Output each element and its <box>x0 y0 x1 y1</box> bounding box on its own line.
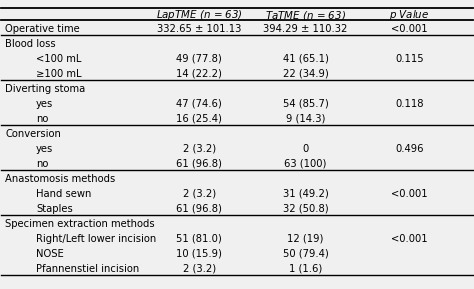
Text: 22 (34.9): 22 (34.9) <box>283 69 328 79</box>
Text: 2 (3.2): 2 (3.2) <box>182 144 216 154</box>
Text: Diverting stoma: Diverting stoma <box>5 84 86 94</box>
Text: 0.496: 0.496 <box>395 144 424 154</box>
Text: 61 (96.8): 61 (96.8) <box>176 204 222 214</box>
Text: 332.65 ± 101.13: 332.65 ± 101.13 <box>157 24 241 34</box>
Text: 10 (15.9): 10 (15.9) <box>176 249 222 259</box>
Text: <0.001: <0.001 <box>391 189 428 199</box>
Text: 2 (3.2): 2 (3.2) <box>182 189 216 199</box>
Text: Operative time: Operative time <box>5 24 80 34</box>
Text: yes: yes <box>36 99 54 109</box>
Text: Pfannenstiel incision: Pfannenstiel incision <box>36 264 139 274</box>
Text: Hand sewn: Hand sewn <box>36 189 91 199</box>
Text: 2 (3.2): 2 (3.2) <box>182 264 216 274</box>
Text: 0.115: 0.115 <box>395 54 424 64</box>
Text: 16 (25.4): 16 (25.4) <box>176 114 222 124</box>
Text: yes: yes <box>36 144 54 154</box>
Text: 32 (50.8): 32 (50.8) <box>283 204 328 214</box>
Text: 63 (100): 63 (100) <box>284 159 327 169</box>
Text: Specimen extraction methods: Specimen extraction methods <box>5 219 155 229</box>
Text: Staples: Staples <box>36 204 73 214</box>
Text: 61 (96.8): 61 (96.8) <box>176 159 222 169</box>
Text: 0: 0 <box>302 144 309 154</box>
Text: ≥100 mL: ≥100 mL <box>36 69 82 79</box>
Text: no: no <box>36 159 48 169</box>
Text: 49 (77.8): 49 (77.8) <box>176 54 222 64</box>
Text: <100 mL: <100 mL <box>36 54 82 64</box>
Text: $p$ Value: $p$ Value <box>389 8 429 22</box>
Text: Conversion: Conversion <box>5 129 61 139</box>
Text: 394.29 ± 110.32: 394.29 ± 110.32 <box>264 24 348 34</box>
Text: 41 (65.1): 41 (65.1) <box>283 54 328 64</box>
Text: TaTME ($n$ = 63): TaTME ($n$ = 63) <box>265 9 346 22</box>
Text: <0.001: <0.001 <box>391 234 428 244</box>
Text: 31 (49.2): 31 (49.2) <box>283 189 328 199</box>
Text: 47 (74.6): 47 (74.6) <box>176 99 222 109</box>
Text: Anastomosis methods: Anastomosis methods <box>5 174 116 184</box>
Text: Right/Left lower incision: Right/Left lower incision <box>36 234 156 244</box>
Text: no: no <box>36 114 48 124</box>
Text: 9 (14.3): 9 (14.3) <box>286 114 325 124</box>
Text: NOSE: NOSE <box>36 249 64 259</box>
Text: <0.001: <0.001 <box>391 24 428 34</box>
Text: 0.118: 0.118 <box>395 99 424 109</box>
Text: 12 (19): 12 (19) <box>287 234 324 244</box>
Text: 1 (1.6): 1 (1.6) <box>289 264 322 274</box>
Text: 14 (22.2): 14 (22.2) <box>176 69 222 79</box>
Text: 51 (81.0): 51 (81.0) <box>176 234 222 244</box>
Text: Blood loss: Blood loss <box>5 39 56 49</box>
Text: 50 (79.4): 50 (79.4) <box>283 249 328 259</box>
Text: 54 (85.7): 54 (85.7) <box>283 99 328 109</box>
Text: LapTME ($n$ = 63): LapTME ($n$ = 63) <box>156 8 243 22</box>
